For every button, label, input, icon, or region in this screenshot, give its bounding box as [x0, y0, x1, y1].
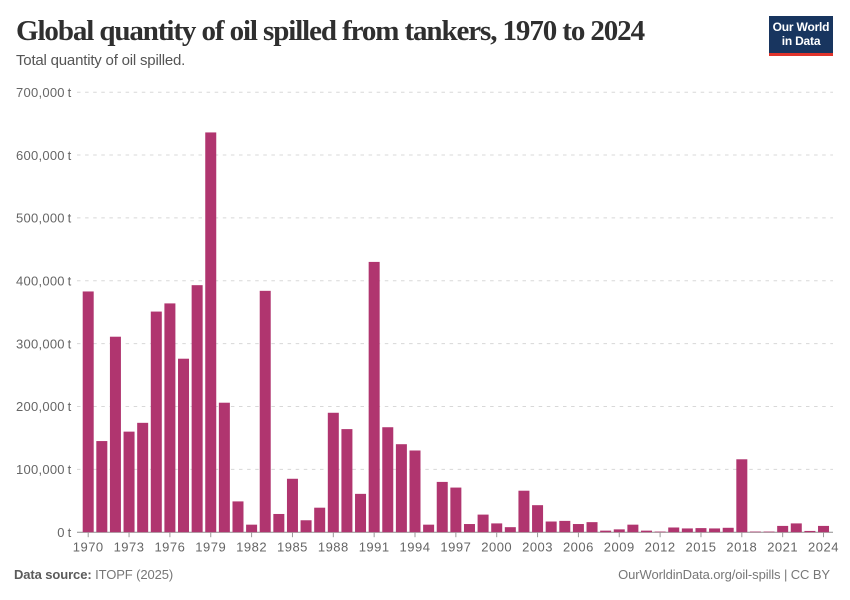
svg-text:1973: 1973 [114, 540, 145, 555]
svg-text:1988: 1988 [318, 540, 349, 555]
svg-text:2021: 2021 [767, 540, 798, 555]
svg-text:300,000 t: 300,000 t [16, 336, 72, 351]
svg-text:2000: 2000 [481, 540, 512, 555]
svg-text:2009: 2009 [604, 540, 635, 555]
svg-text:2003: 2003 [522, 540, 553, 555]
svg-text:2024: 2024 [808, 540, 839, 555]
svg-text:1976: 1976 [154, 540, 185, 555]
svg-text:1994: 1994 [400, 540, 431, 555]
svg-text:400,000 t: 400,000 t [16, 274, 72, 289]
svg-text:2018: 2018 [726, 540, 757, 555]
svg-text:0 t: 0 t [57, 525, 71, 540]
svg-text:600,000 t: 600,000 t [16, 148, 72, 163]
svg-text:200,000 t: 200,000 t [16, 399, 72, 414]
svg-text:700,000 t: 700,000 t [16, 85, 72, 100]
svg-text:1985: 1985 [277, 540, 308, 555]
svg-text:500,000 t: 500,000 t [16, 211, 72, 226]
svg-text:1970: 1970 [73, 540, 104, 555]
svg-text:100,000 t: 100,000 t [16, 462, 72, 477]
svg-text:2012: 2012 [645, 540, 676, 555]
svg-text:1979: 1979 [195, 540, 226, 555]
svg-text:1991: 1991 [359, 540, 390, 555]
svg-text:1997: 1997 [440, 540, 471, 555]
svg-text:2015: 2015 [686, 540, 717, 555]
svg-text:2006: 2006 [563, 540, 594, 555]
svg-text:1982: 1982 [236, 540, 267, 555]
